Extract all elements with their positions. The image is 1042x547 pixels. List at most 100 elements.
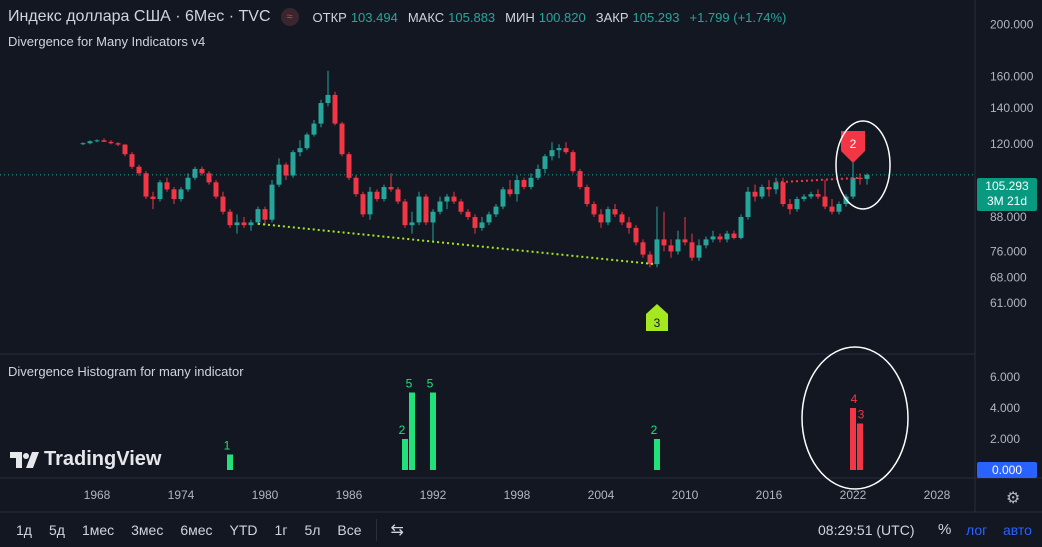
- candle-down: [332, 94, 338, 124]
- candle-down: [353, 177, 359, 195]
- clock[interactable]: 08:29:51 (UTC): [818, 521, 915, 538]
- candle-down: [101, 140, 107, 142]
- candle-up: [836, 204, 842, 212]
- candle-up: [808, 194, 814, 197]
- toolbar-divider: [375, 518, 377, 541]
- candle-down: [143, 173, 149, 197]
- percent-toggle[interactable]: %: [938, 521, 952, 538]
- candle-down: [220, 196, 226, 212]
- candle-up: [437, 201, 443, 212]
- candle-down: [626, 222, 632, 228]
- candle-up: [325, 94, 331, 104]
- candle-down: [731, 233, 737, 238]
- candle-down: [584, 187, 590, 205]
- candle-up: [185, 177, 191, 190]
- close-label: ЗАКР: [595, 9, 629, 25]
- tradingview-logo-icon: [10, 451, 39, 468]
- histogram-bar: [654, 439, 660, 470]
- candle-down: [199, 168, 205, 174]
- range-1m[interactable]: 1мес: [81, 521, 115, 538]
- candle-up: [255, 209, 261, 223]
- candle-down: [283, 164, 289, 176]
- time-axis-tick: 1980: [252, 488, 279, 502]
- candle-up: [87, 141, 93, 144]
- candle-down: [752, 191, 758, 197]
- candle-down: [339, 123, 345, 155]
- range-1d[interactable]: 1д: [16, 521, 32, 538]
- range-3m[interactable]: 3мес: [131, 521, 164, 538]
- candle-up: [318, 103, 324, 124]
- symbol-title[interactable]: Индекс доллара США · 6Мес · TVC: [8, 8, 271, 25]
- tradingview-logo[interactable]: TradingView: [10, 448, 161, 471]
- candle-up: [654, 239, 660, 265]
- candle-up: [192, 168, 198, 178]
- candle-down: [829, 206, 835, 212]
- candle-down: [122, 144, 128, 155]
- histogram-zero-tag: 0.000: [977, 462, 1037, 478]
- candle-down: [612, 209, 618, 215]
- range-1y[interactable]: 1г: [274, 521, 288, 538]
- candle-down: [717, 236, 723, 240]
- time-axis-tick: 1992: [420, 488, 447, 502]
- histogram-axis-tick: 4.000: [990, 401, 1020, 415]
- indicator-legend-top[interactable]: Divergence for Many Indicators v4: [8, 34, 206, 49]
- candle-down: [241, 222, 247, 226]
- candle-down: [563, 148, 569, 153]
- candle-up: [234, 222, 240, 226]
- time-axis-tick: 1974: [168, 488, 195, 502]
- candle-down: [647, 254, 653, 265]
- price-axis-tick: 140.000: [990, 101, 1034, 115]
- log-toggle[interactable]: лог: [966, 521, 988, 538]
- candle-up: [276, 164, 282, 185]
- candle-down: [346, 154, 352, 178]
- candle-down: [395, 189, 401, 202]
- histogram-bar: [857, 423, 863, 470]
- candle-up: [178, 189, 184, 200]
- histogram-bar-label: 2: [399, 423, 406, 437]
- candle-down: [423, 196, 429, 223]
- high-label: МАКС: [407, 9, 445, 25]
- candle-down: [780, 182, 786, 205]
- indicator-legend-bottom[interactable]: Divergence Histogram for many indicator: [8, 364, 244, 379]
- candle-up: [486, 214, 492, 223]
- range-5y[interactable]: 5л: [304, 521, 321, 538]
- time-axis-tick: 2022: [840, 488, 867, 502]
- low-value: 100.820: [538, 9, 586, 25]
- candle-down: [661, 239, 667, 246]
- price-axis-tick: 68.000: [990, 271, 1027, 285]
- histogram-bar: [409, 392, 415, 470]
- candle-down: [164, 182, 170, 190]
- auto-toggle[interactable]: авто: [1003, 521, 1032, 538]
- candle-up: [269, 184, 275, 220]
- candle-down: [262, 209, 268, 220]
- market-status-icon[interactable]: ≈: [280, 8, 299, 26]
- candle-up: [367, 191, 373, 215]
- histogram-axis-tick: 6.000: [990, 370, 1020, 384]
- candle-up: [528, 177, 534, 187]
- range-ytd[interactable]: YTD: [229, 521, 258, 538]
- candle-up: [493, 206, 499, 215]
- time-axis-tick: 1998: [504, 488, 531, 502]
- price-axis-tick: 88.000: [990, 210, 1027, 224]
- range-6m[interactable]: 6мес: [180, 521, 213, 538]
- histogram-bar-label: 3: [858, 408, 865, 422]
- candle-up: [381, 187, 387, 200]
- range-all[interactable]: Все: [337, 521, 362, 538]
- goto-date-icon[interactable]: ⇆: [390, 521, 404, 539]
- candle-down: [171, 189, 177, 200]
- candle-down: [682, 239, 688, 243]
- candle-down: [227, 211, 233, 226]
- settings-gear-icon[interactable]: ⚙: [1006, 490, 1021, 507]
- histogram-bar-label: 1: [224, 439, 231, 453]
- candle-down: [213, 182, 219, 197]
- tradingview-logo-text: TradingView: [44, 448, 162, 470]
- candle-up: [549, 150, 555, 157]
- candle-up: [794, 199, 800, 210]
- histogram-bar-label: 5: [427, 377, 434, 391]
- bullish-marker-label: 3: [654, 316, 661, 330]
- range-5d[interactable]: 5д: [48, 521, 65, 538]
- candle-up: [444, 196, 450, 202]
- candle-up: [290, 152, 296, 176]
- candle-up: [430, 211, 436, 223]
- candle-down: [570, 152, 576, 172]
